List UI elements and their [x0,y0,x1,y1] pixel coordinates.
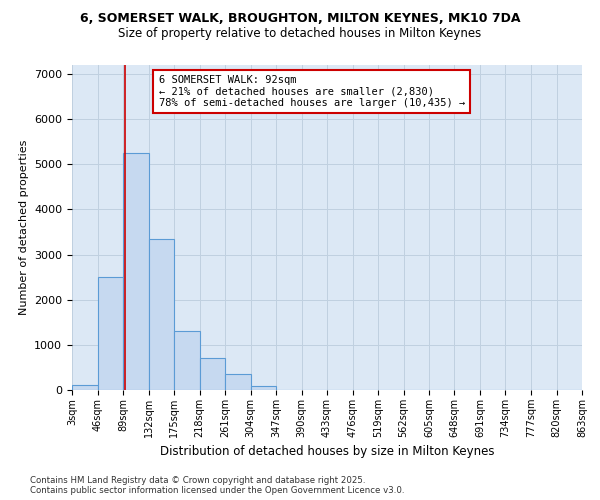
Bar [149,239,174,390]
Bar [174,332,199,390]
Bar [123,153,149,390]
Bar [251,386,276,390]
Text: 6, SOMERSET WALK, BROUGHTON, MILTON KEYNES, MK10 7DA: 6, SOMERSET WALK, BROUGHTON, MILTON KEYN… [80,12,520,26]
Text: 6 SOMERSET WALK: 92sqm
← 21% of detached houses are smaller (2,830)
78% of semi-: 6 SOMERSET WALK: 92sqm ← 21% of detached… [158,74,465,108]
X-axis label: Distribution of detached houses by size in Milton Keynes: Distribution of detached houses by size … [160,446,494,458]
Text: Contains HM Land Registry data © Crown copyright and database right 2025.
Contai: Contains HM Land Registry data © Crown c… [30,476,404,495]
Y-axis label: Number of detached properties: Number of detached properties [19,140,29,315]
Bar [97,277,123,390]
Bar [199,358,225,390]
Bar [225,374,251,390]
Text: Size of property relative to detached houses in Milton Keynes: Size of property relative to detached ho… [118,28,482,40]
Bar [72,386,97,390]
